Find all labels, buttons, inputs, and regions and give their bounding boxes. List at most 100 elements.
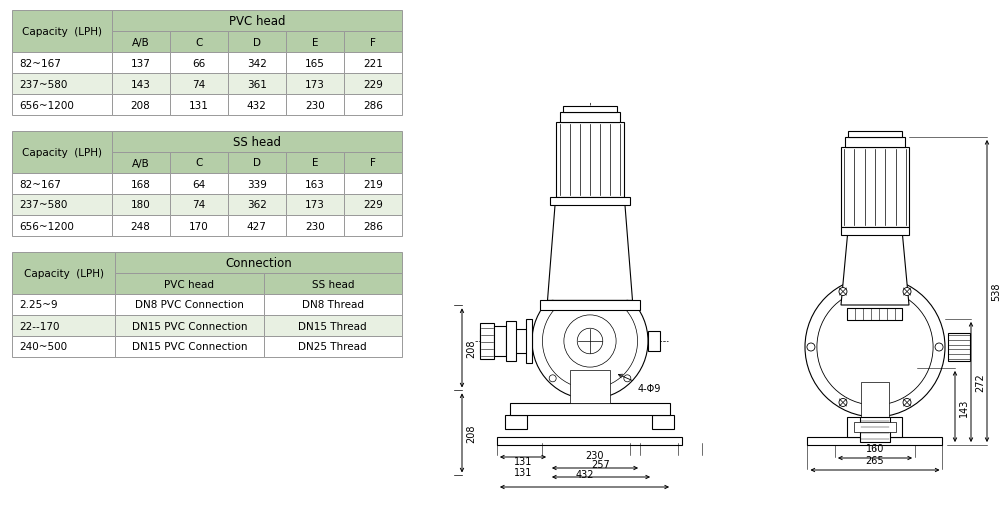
- Bar: [112, 32, 170, 53]
- Text: 286: 286: [363, 100, 383, 110]
- Circle shape: [549, 375, 556, 382]
- Bar: [264, 294, 402, 316]
- Text: 257: 257: [592, 459, 610, 469]
- Text: 237~580: 237~580: [19, 200, 67, 210]
- Text: Connection: Connection: [225, 257, 292, 270]
- Bar: [115, 252, 402, 274]
- Bar: [12, 216, 112, 236]
- Text: A/B: A/B: [132, 158, 149, 168]
- Text: 240~500: 240~500: [19, 342, 67, 352]
- Bar: [861, 382, 889, 417]
- Bar: [286, 153, 344, 174]
- Bar: [112, 132, 402, 153]
- Bar: [170, 53, 228, 74]
- Circle shape: [532, 283, 648, 399]
- Bar: [540, 301, 640, 311]
- Text: 143: 143: [131, 79, 151, 89]
- Text: E: E: [312, 37, 318, 47]
- Circle shape: [577, 329, 603, 354]
- Bar: [228, 174, 286, 194]
- Text: 432: 432: [575, 469, 594, 479]
- Text: SS head: SS head: [312, 279, 354, 289]
- Bar: [648, 331, 660, 351]
- Text: DN8 PVC Connection: DN8 PVC Connection: [135, 300, 244, 310]
- Bar: [286, 53, 344, 74]
- Bar: [497, 437, 682, 445]
- Bar: [480, 329, 532, 353]
- Bar: [228, 74, 286, 95]
- Text: DN15 Thread: DN15 Thread: [298, 321, 367, 331]
- Bar: [264, 316, 402, 336]
- Bar: [286, 95, 344, 116]
- Bar: [344, 95, 402, 116]
- Bar: [228, 95, 286, 116]
- Bar: [12, 336, 115, 358]
- Text: 173: 173: [305, 200, 325, 210]
- Bar: [344, 174, 402, 194]
- Text: 180: 180: [131, 200, 150, 210]
- Text: 22--170: 22--170: [19, 321, 60, 331]
- Circle shape: [839, 288, 847, 296]
- Text: 427: 427: [247, 221, 267, 231]
- Text: 432: 432: [247, 100, 267, 110]
- Text: 339: 339: [247, 179, 267, 189]
- Bar: [170, 74, 228, 95]
- Bar: [344, 216, 402, 236]
- Bar: [286, 216, 344, 236]
- Text: Capacity  (LPH): Capacity (LPH): [22, 147, 102, 158]
- Bar: [563, 107, 617, 113]
- Circle shape: [903, 398, 911, 407]
- Text: 131: 131: [514, 467, 532, 477]
- Bar: [264, 274, 402, 294]
- Bar: [228, 32, 286, 53]
- Bar: [12, 316, 115, 336]
- Text: 656~1200: 656~1200: [19, 100, 74, 110]
- Bar: [505, 415, 527, 429]
- Text: C: C: [195, 37, 202, 47]
- Text: 361: 361: [247, 79, 267, 89]
- Bar: [12, 252, 115, 294]
- Circle shape: [839, 398, 847, 407]
- Text: 137: 137: [131, 59, 151, 68]
- Bar: [12, 74, 112, 95]
- Text: DN15 PVC Connection: DN15 PVC Connection: [132, 321, 247, 331]
- Text: DN25 Thread: DN25 Thread: [298, 342, 367, 352]
- Bar: [112, 174, 170, 194]
- Text: Capacity  (LPH): Capacity (LPH): [24, 269, 104, 278]
- Text: D: D: [253, 37, 261, 47]
- Text: 168: 168: [131, 179, 151, 189]
- Text: 131: 131: [189, 100, 209, 110]
- Circle shape: [542, 294, 638, 389]
- Bar: [112, 194, 170, 216]
- Bar: [286, 32, 344, 53]
- Text: PVC head: PVC head: [164, 279, 214, 289]
- Bar: [170, 32, 228, 53]
- Circle shape: [549, 300, 556, 308]
- Text: 143: 143: [959, 397, 969, 416]
- Text: 82~167: 82~167: [19, 179, 61, 189]
- Text: 208: 208: [131, 100, 150, 110]
- Text: 237~580: 237~580: [19, 79, 67, 89]
- Circle shape: [805, 277, 945, 417]
- Bar: [12, 174, 112, 194]
- Polygon shape: [548, 206, 633, 301]
- Polygon shape: [841, 235, 909, 306]
- Bar: [12, 11, 112, 53]
- Text: 165: 165: [305, 59, 325, 68]
- Bar: [847, 417, 902, 437]
- Bar: [286, 74, 344, 95]
- Bar: [652, 415, 674, 429]
- Bar: [848, 132, 902, 138]
- Bar: [344, 32, 402, 53]
- Bar: [115, 316, 264, 336]
- Bar: [860, 417, 890, 442]
- Bar: [550, 198, 630, 206]
- Bar: [115, 294, 264, 316]
- Bar: [847, 309, 902, 320]
- Bar: [510, 403, 670, 415]
- Bar: [170, 95, 228, 116]
- Bar: [948, 333, 970, 361]
- Text: D: D: [253, 158, 261, 168]
- Text: 173: 173: [305, 79, 325, 89]
- Text: 265: 265: [866, 455, 884, 465]
